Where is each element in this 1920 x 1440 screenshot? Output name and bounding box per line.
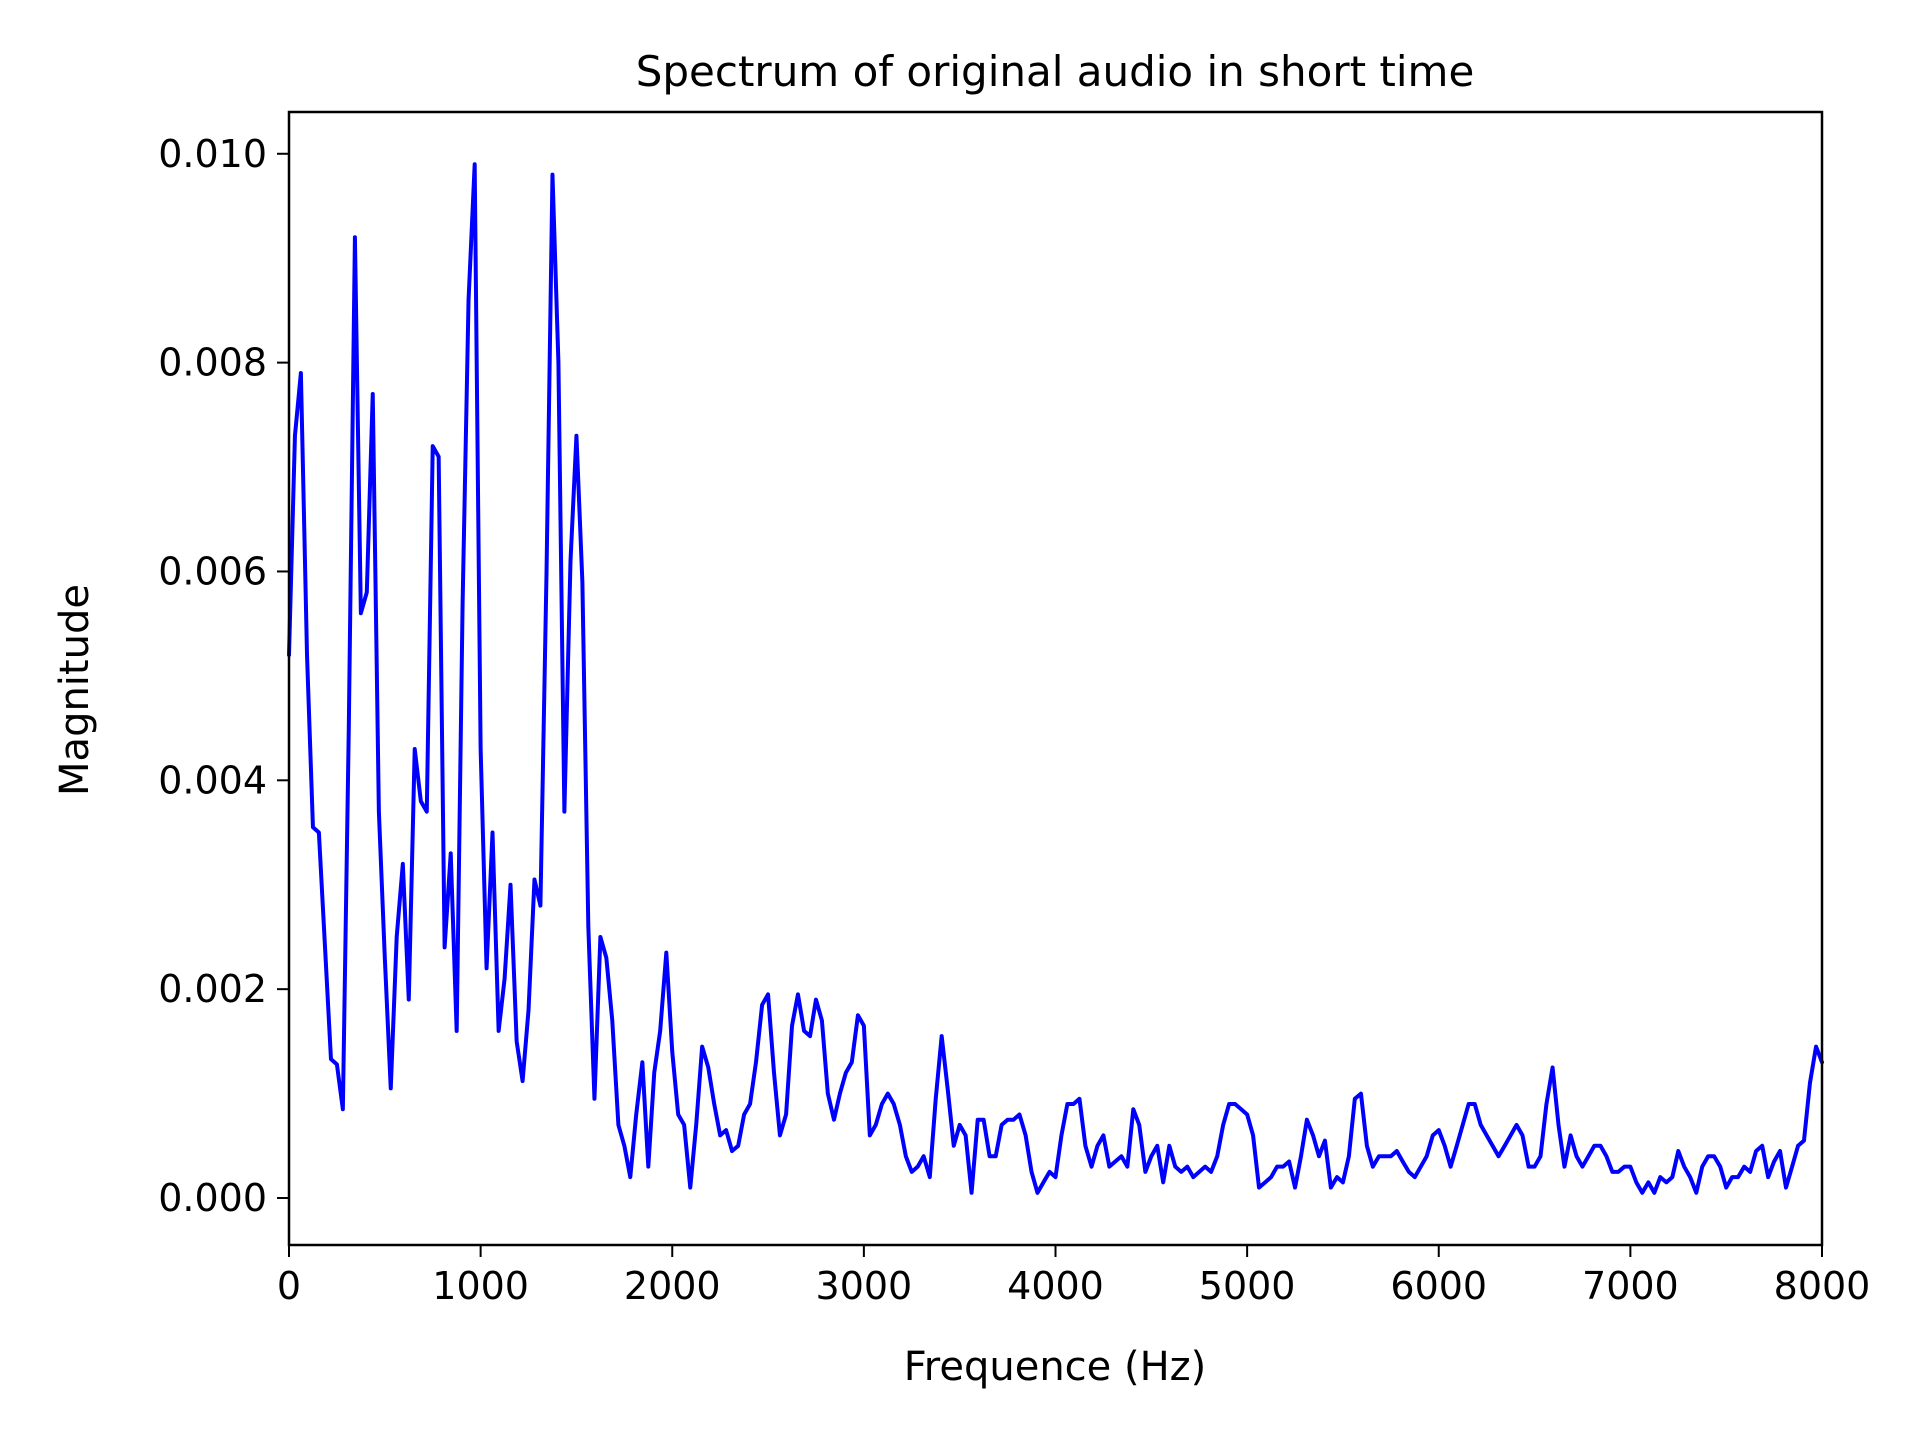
y-axis-label: Magnitude (52, 584, 98, 796)
y-tick-label: 0.002 (158, 967, 267, 1011)
y-tick-label: 0.000 (158, 1176, 267, 1220)
x-tick-label: 6000 (1390, 1264, 1487, 1308)
x-axis-ticks: 0 1000 2000 3000 4000 5000 6000 7000 8000 (277, 1245, 1870, 1308)
x-tick-label: 0 (277, 1264, 301, 1308)
x-tick-label: 5000 (1199, 1264, 1296, 1308)
x-tick-label: 7000 (1582, 1264, 1679, 1308)
series-line (287, 162, 1824, 1195)
x-tick-label: 8000 (1774, 1264, 1871, 1308)
x-tick-label: 2000 (624, 1264, 721, 1308)
y-tick-label: 0.010 (158, 132, 267, 176)
plot-frame (287, 110, 1824, 1247)
chart-title: Spectrum of original audio in short time (636, 47, 1475, 96)
y-tick-label: 0.008 (158, 341, 267, 385)
y-tick-label: 0.004 (158, 758, 267, 802)
y-axis-ticks: 0.000 0.002 0.004 0.006 0.008 0.010 (158, 132, 289, 1220)
y-tick-label: 0.006 (158, 549, 267, 593)
x-tick-label: 3000 (816, 1264, 913, 1308)
x-tick-label: 1000 (432, 1264, 529, 1308)
x-axis-label: Frequence (Hz) (904, 1344, 1207, 1390)
x-tick-label: 4000 (1007, 1264, 1104, 1308)
